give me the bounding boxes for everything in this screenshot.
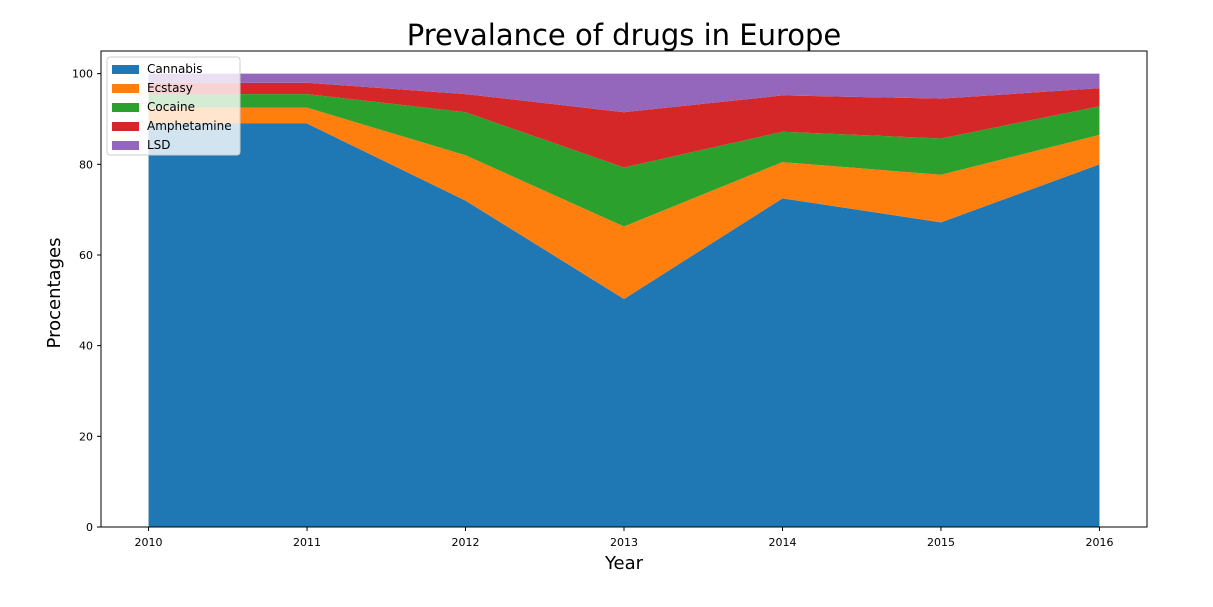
legend-box [106, 56, 241, 156]
legend-swatch-cannabis [112, 65, 139, 74]
area-lsd [148, 73, 1100, 113]
y-tick-label: 60 [79, 249, 93, 262]
legend-swatch-ecstasy [112, 84, 139, 93]
legend-label-amphetamine: Amphetamine [147, 119, 232, 133]
legend-label-cocaine: Cocaine [147, 100, 195, 114]
x-tick-label: 2015 [927, 536, 955, 549]
area-cannabis [148, 123, 1100, 527]
y-tick-label: 0 [86, 521, 93, 534]
x-tick-label: 2013 [610, 536, 638, 549]
area-layers [148, 73, 1100, 527]
legend-swatch-amphetamine [112, 122, 139, 131]
area-cocaine [148, 94, 1100, 227]
legend-swatch-lsd [112, 141, 139, 150]
area-amphetamine [148, 82, 1100, 168]
x-tick-label: 2011 [293, 536, 321, 549]
y-tick-label: 40 [79, 340, 93, 353]
x-axis-title: Year [604, 553, 644, 574]
chart-title: Prevalance of drugs in Europe [407, 18, 842, 52]
x-tick-label: 2016 [1085, 536, 1113, 549]
y-axis: 0 20 40 60 80 100 [72, 68, 101, 534]
area-ecstasy [148, 107, 1100, 299]
legend-label-ecstasy: Ecstasy [147, 81, 193, 95]
legend-label-lsd: LSD [147, 138, 171, 152]
x-axis: 2010 2011 2012 2013 2014 2015 2016 [135, 527, 1113, 549]
y-axis-title: Procentages [44, 238, 65, 349]
legend-swatch-cocaine [112, 103, 139, 112]
x-tick-label: 2010 [135, 536, 163, 549]
y-tick-label: 100 [72, 68, 93, 81]
legend-label-cannabis: Cannabis [147, 62, 203, 76]
y-tick-label: 80 [79, 158, 93, 171]
legend: Cannabis Ecstasy Cocaine Amphetamine LSD [106, 56, 241, 156]
y-tick-label: 20 [79, 430, 93, 443]
x-tick-label: 2012 [452, 536, 480, 549]
x-tick-label: 2014 [768, 536, 796, 549]
